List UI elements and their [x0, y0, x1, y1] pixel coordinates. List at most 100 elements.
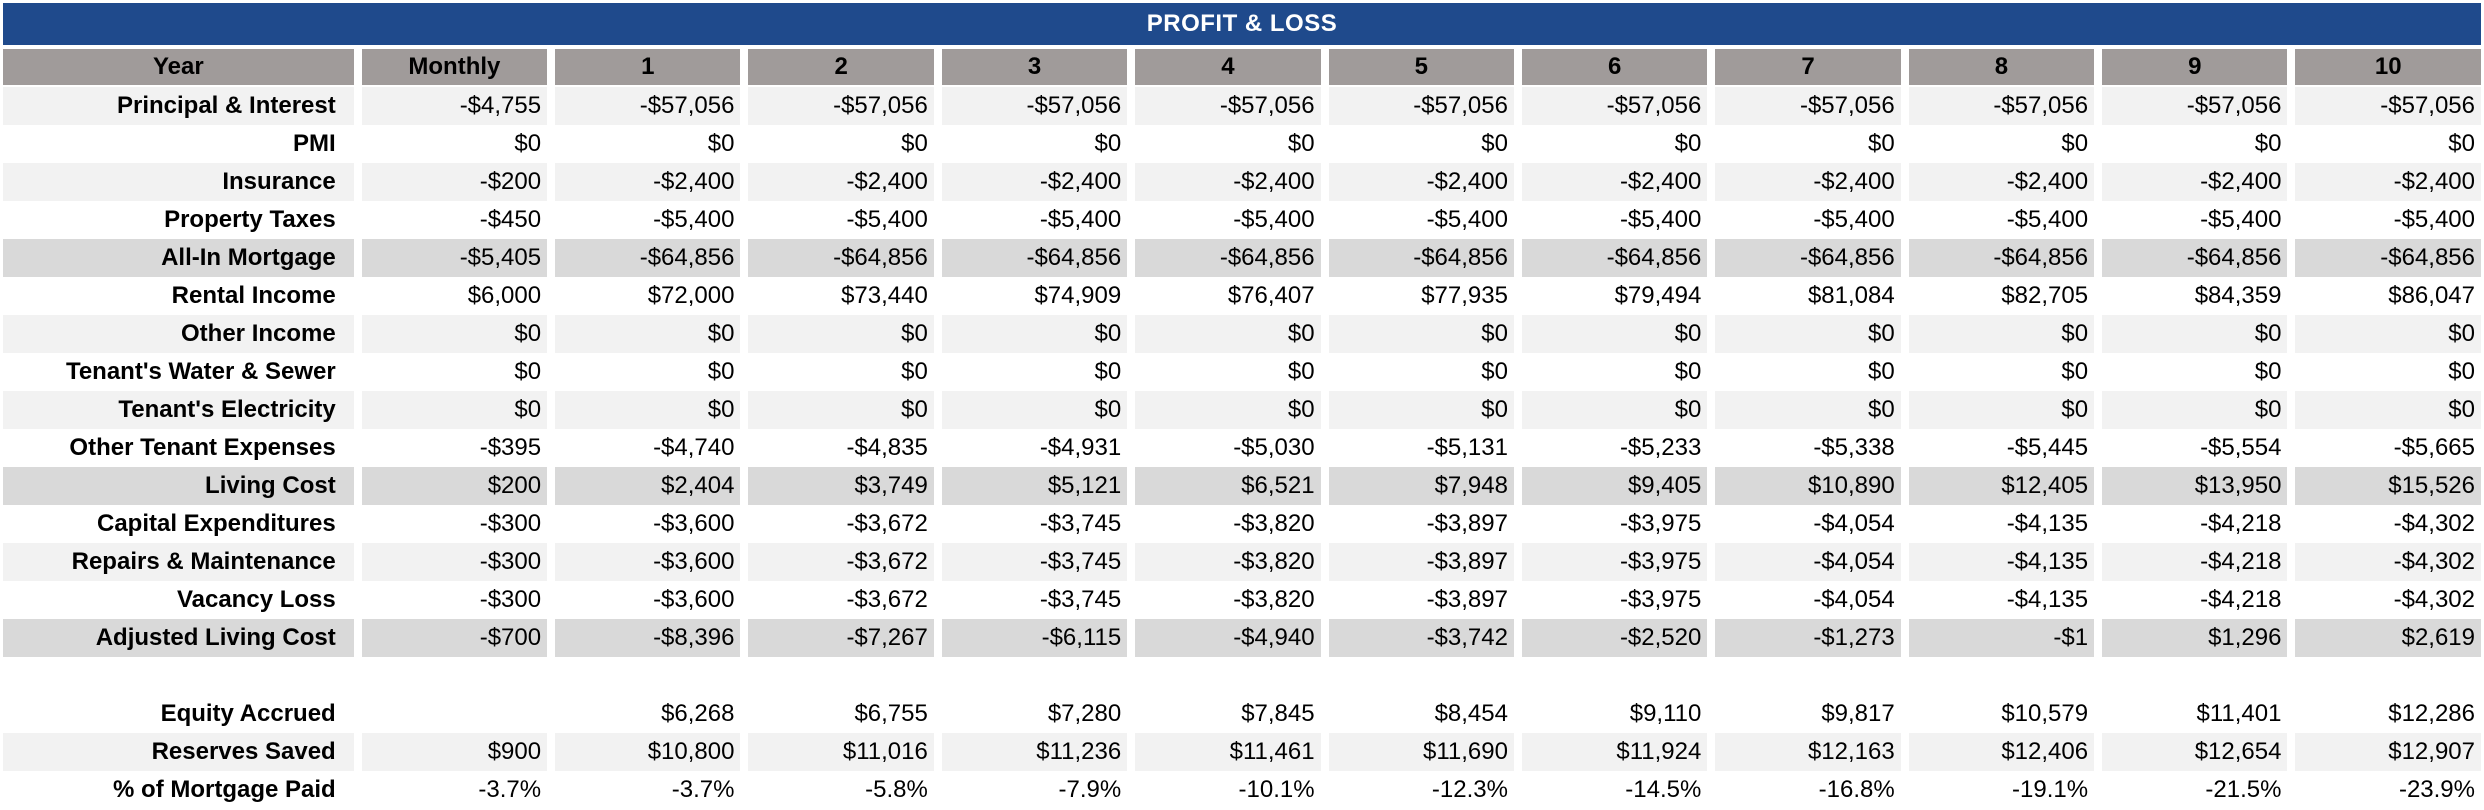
value-cell: $0 [2102, 315, 2288, 353]
value-cell: -$64,856 [1715, 239, 1901, 277]
value-cell: -$64,856 [555, 239, 741, 277]
value-cell: $3,749 [748, 467, 934, 505]
table-row: Other Income $0 $0 $0 $0 $0 $0 $0 $0 $0 $0 $0 [3, 315, 2481, 353]
header-cell: 8 [1908, 49, 2095, 87]
value-cell: -$200 [361, 163, 548, 201]
value-cell: -$3,897 [1426, 510, 1508, 537]
value-cell: $0 [2254, 130, 2282, 157]
header-cell: 7 [1715, 49, 1901, 87]
value-cell: $0 [1521, 315, 1708, 353]
header-cell: 6 [1521, 49, 1708, 87]
value-cell: $2,404 [555, 467, 741, 505]
value-cell: $9,110 [1629, 700, 1702, 727]
value-cell: -$64,856 [1328, 239, 1514, 277]
value-cell: -$5,400 [1619, 206, 1702, 233]
value-cell: -$5,233 [1619, 434, 1702, 461]
value-cell: $0 [1715, 315, 1901, 353]
value-cell: $200 [361, 467, 548, 505]
value-cell: -$5,400 [846, 206, 928, 233]
value-cell: -$3,742 [1328, 619, 1514, 657]
value-cell [1135, 657, 1320, 695]
value-cell: $0 [2254, 358, 2282, 385]
value-cell: $0 [555, 391, 741, 429]
value-cell [1522, 657, 1707, 695]
value-cell: $12,406 [1908, 733, 2095, 771]
value-cell: -$300 [361, 543, 548, 581]
value-cell: $0 [514, 358, 542, 385]
value-cell: $0 [1135, 391, 1321, 429]
value-cell: -$4,302 [2295, 543, 2481, 581]
value-cell: -$4,835 [846, 434, 928, 461]
value-cell: -$3,600 [653, 586, 735, 613]
value-cell [1909, 657, 2094, 695]
value-cell: $0 [2448, 358, 2475, 385]
value-cell: -$3,820 [1233, 586, 1315, 613]
table-row: Equity Accrued $6,268 $6,755 $7,280 $7,845 $8… [3, 695, 2481, 733]
value-cell: -$3,672 [748, 543, 934, 581]
value-cell: $0 [901, 358, 928, 385]
value-cell: $0 [361, 315, 548, 353]
value-cell [362, 695, 547, 733]
value-cell: $0 [707, 358, 735, 385]
value-cell: -$3,600 [555, 543, 741, 581]
header-cell: 5 [1328, 49, 1514, 87]
header-cell: 4 [1135, 49, 1321, 87]
profit-loss-sheet: PROFIT & LOSS Year Monthly 1 2 3 4 5 6 7 8 9 10 Pri… [3, 3, 2481, 809]
sheet-title: PROFIT & LOSS [3, 3, 2481, 45]
value-cell: $9,817 [1821, 700, 1895, 727]
value-cell: -$5,554 [2200, 434, 2282, 461]
value-cell: $0 [361, 391, 548, 429]
value-cell: -$5,400 [2200, 206, 2282, 233]
table-row: All-In Mortgage -$5,405 -$64,856 -$64,856 -$… [3, 239, 2481, 277]
spacer-row [3, 657, 2481, 695]
value-cell: $0 [2295, 315, 2481, 353]
value-cell: -$57,056 [1328, 87, 1514, 125]
row-label: Tenant's Water & Sewer [65, 358, 336, 385]
value-cell: $0 [1908, 391, 2095, 429]
value-cell: $900 [361, 733, 548, 771]
value-cell: -$450 [479, 206, 542, 233]
value-cell: -$5,030 [1233, 434, 1315, 461]
value-cell: -$57,056 [748, 87, 934, 125]
value-cell: -$57,056 [1908, 87, 2095, 125]
value-cell: $0 [1481, 358, 1508, 385]
table-body: Principal & Interest -$4,755 -$57,056 -$57,… [3, 87, 2481, 809]
value-cell: -$5,131 [1426, 434, 1508, 461]
header-cell: 3 [941, 49, 1128, 87]
value-cell: $0 [1868, 130, 1895, 157]
value-cell: $72,000 [647, 282, 735, 309]
value-cell: $12,654 [2102, 733, 2288, 771]
value-cell: $10,800 [555, 733, 741, 771]
value-cell: $11,016 [748, 733, 934, 771]
table-row: Tenant's Electricity $0 $0 $0 $0 $0 $0 $0 $0 $0 $0… [3, 391, 2481, 429]
value-cell: -$395 [479, 434, 542, 461]
value-cell: -12.3% [1431, 776, 1508, 803]
value-cell: -$57,056 [1715, 87, 1901, 125]
table-row: Reserves Saved $900 $10,800 $11,016 $11,236 $… [3, 733, 2481, 771]
value-cell: -$4,135 [2006, 586, 2089, 613]
header-row: Year Monthly 1 2 3 4 5 6 7 8 9 10 [3, 49, 2481, 87]
value-cell: -$5,445 [2006, 434, 2089, 461]
value-cell: -$300 [479, 586, 542, 613]
value-cell: -$4,054 [1813, 510, 1895, 537]
value-cell: -$64,856 [1521, 239, 1708, 277]
value-cell: -$5,400 [2006, 206, 2089, 233]
value-cell: -$3,672 [846, 510, 928, 537]
value-cell: -$6,115 [941, 619, 1128, 657]
row-label: % of Mortgage Paid [113, 776, 336, 803]
value-cell: -$3,897 [1426, 586, 1508, 613]
value-cell: -$3,745 [1039, 586, 1122, 613]
value-cell: -$700 [361, 619, 548, 657]
value-cell: $76,407 [1227, 282, 1315, 309]
value-cell: -$3,745 [1039, 510, 1122, 537]
value-cell: -3.7% [671, 776, 735, 803]
value-cell: $0 [941, 315, 1128, 353]
header-cell: 9 [2102, 49, 2288, 87]
value-cell: $0 [1094, 358, 1122, 385]
value-cell: -$57,056 [2102, 87, 2288, 125]
value-cell: -3.7% [478, 776, 542, 803]
value-cell: -$5,338 [1813, 434, 1895, 461]
value-cell: $1,296 [2102, 619, 2288, 657]
header-year: Year [3, 49, 354, 87]
row-label: Vacancy Loss [176, 586, 336, 613]
